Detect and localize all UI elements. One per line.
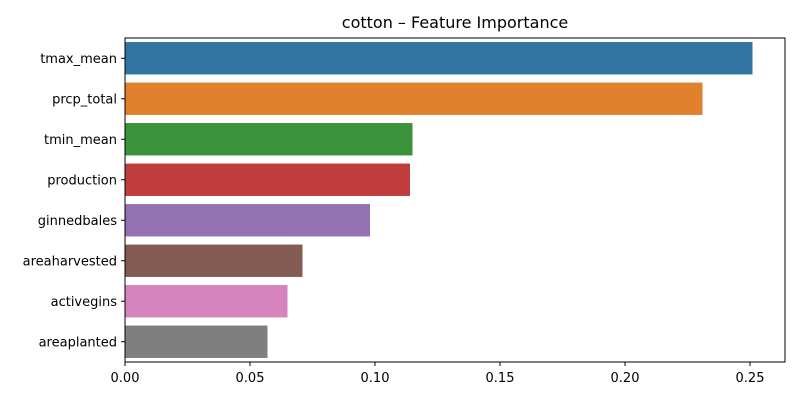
y-tick-label: areaharvested bbox=[23, 254, 117, 269]
plot-frame bbox=[124, 37, 786, 363]
y-axis-ticks: tmax_mean prcp_total tmin_mean production gi… bbox=[23, 52, 125, 350]
y-tick-label: production bbox=[47, 173, 117, 188]
bar-tmin_mean bbox=[125, 123, 413, 156]
chart-title: cotton – Feature Importance bbox=[342, 13, 568, 32]
x-tick-label: 0.25 bbox=[736, 371, 765, 386]
y-tick-label: ginnedbales bbox=[38, 214, 117, 229]
y-tick-label: tmax_mean bbox=[40, 52, 117, 67]
bar-areaharvested bbox=[125, 244, 303, 277]
x-tick-label: 0.15 bbox=[486, 371, 515, 386]
y-tick-label: activegins bbox=[51, 295, 118, 310]
bar-areaplanted bbox=[125, 325, 268, 358]
bar-prcp_total bbox=[125, 82, 703, 115]
x-tick-label: 0.05 bbox=[236, 371, 265, 386]
bar-tmax_mean bbox=[125, 42, 753, 75]
y-tick-label: areaplanted bbox=[39, 335, 117, 350]
x-tick-label: 0.00 bbox=[111, 371, 140, 386]
x-tick-label: 0.10 bbox=[361, 371, 390, 386]
bar-production bbox=[125, 163, 410, 196]
x-tick-label: 0.20 bbox=[611, 371, 640, 386]
bar-activegins bbox=[125, 285, 288, 318]
bar-ginnedbales bbox=[125, 204, 370, 237]
y-tick-label: prcp_total bbox=[52, 92, 117, 107]
y-tick-label: tmin_mean bbox=[44, 133, 117, 148]
bars-group bbox=[125, 42, 753, 358]
x-axis-ticks: 0.00 0.05 0.10 0.15 0.20 0.25 bbox=[111, 362, 765, 386]
axes-frame bbox=[124, 37, 786, 363]
